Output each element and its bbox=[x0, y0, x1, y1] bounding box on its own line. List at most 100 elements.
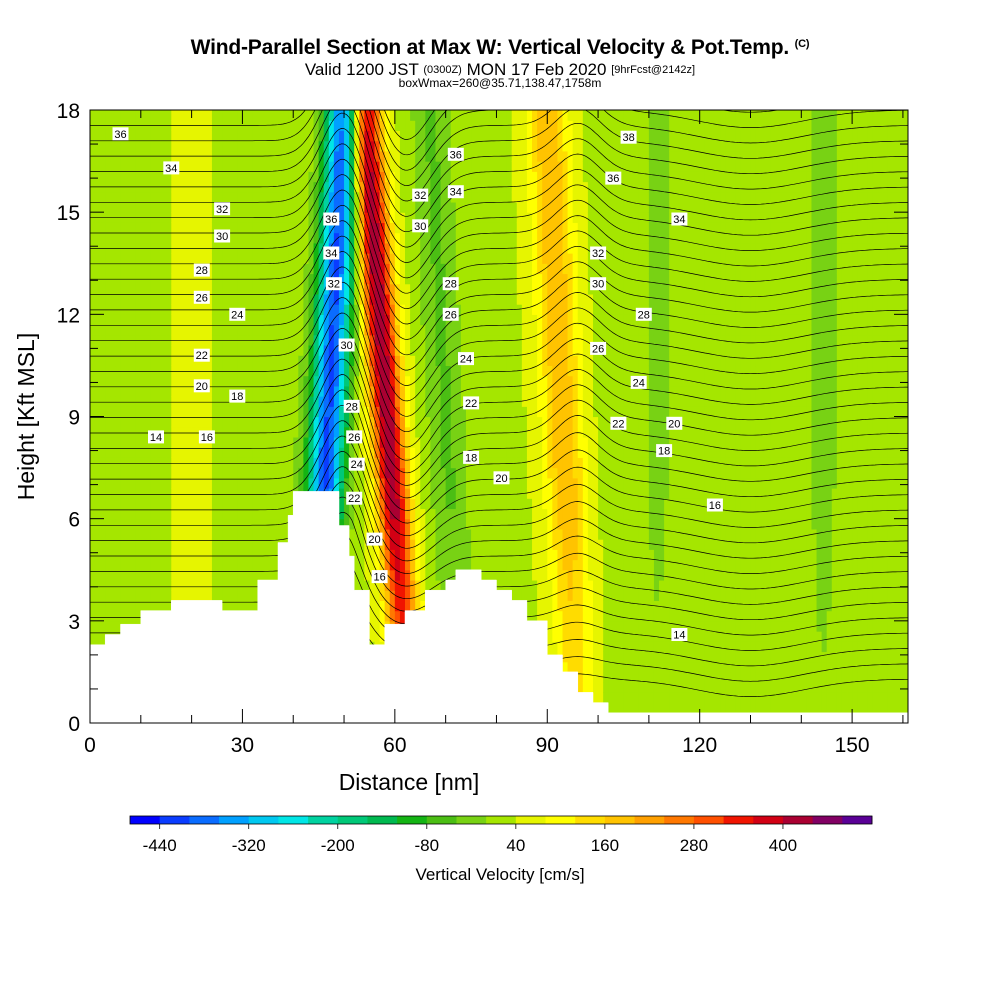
field-cell bbox=[237, 600, 244, 612]
field-cell bbox=[374, 232, 381, 244]
field-cell bbox=[344, 365, 350, 377]
field-cell bbox=[227, 518, 233, 530]
field-cell bbox=[201, 232, 208, 244]
field-cell bbox=[430, 447, 437, 458]
field-cell bbox=[272, 518, 279, 530]
field-cell bbox=[211, 375, 218, 387]
field-cell bbox=[288, 508, 294, 520]
field-cell bbox=[389, 191, 396, 203]
field-cell bbox=[491, 273, 498, 285]
field-cell bbox=[486, 477, 492, 489]
field-cell bbox=[217, 334, 223, 346]
field-cell bbox=[283, 375, 289, 387]
field-cell bbox=[186, 304, 193, 315]
field-cell bbox=[491, 110, 498, 121]
field-cell bbox=[181, 344, 188, 356]
field-cell bbox=[349, 314, 355, 326]
field-cell bbox=[440, 498, 447, 510]
field-cell bbox=[283, 498, 289, 510]
field-cell bbox=[120, 610, 127, 622]
field-cell bbox=[105, 559, 111, 571]
field-cell bbox=[379, 426, 386, 438]
field-cell bbox=[247, 191, 254, 203]
field-cell bbox=[308, 232, 315, 244]
field-cell bbox=[298, 110, 304, 121]
field-cell bbox=[364, 181, 371, 193]
field-cell bbox=[394, 518, 401, 530]
field-cell bbox=[176, 263, 183, 275]
field-cell bbox=[262, 365, 269, 377]
field-cell bbox=[227, 579, 233, 591]
field-cell bbox=[181, 590, 188, 601]
field-cell bbox=[359, 518, 365, 530]
field-cell bbox=[445, 508, 452, 520]
field-cell bbox=[171, 518, 177, 530]
field-cell bbox=[359, 232, 365, 244]
field-cell bbox=[410, 518, 416, 530]
field-cell bbox=[476, 253, 482, 264]
field-cell bbox=[242, 488, 249, 499]
field-cell bbox=[501, 375, 508, 387]
field-cell bbox=[374, 365, 381, 377]
field-cell bbox=[364, 406, 371, 418]
field-cell bbox=[344, 120, 350, 132]
field-cell bbox=[95, 324, 101, 336]
field-cell bbox=[90, 579, 96, 591]
field-cell bbox=[405, 232, 411, 244]
field-cell bbox=[262, 222, 269, 234]
field-cell bbox=[135, 590, 142, 601]
field-cell bbox=[486, 365, 492, 377]
field-cell bbox=[440, 150, 447, 162]
field-cell bbox=[430, 488, 437, 499]
field-cell bbox=[242, 161, 249, 172]
field-cell bbox=[501, 518, 508, 530]
field-cell bbox=[435, 263, 442, 275]
field-cell bbox=[471, 161, 477, 172]
field-cell bbox=[242, 171, 249, 183]
field-cell bbox=[150, 590, 157, 601]
field-cell bbox=[222, 110, 228, 121]
field-cell bbox=[415, 283, 421, 295]
field-cell bbox=[450, 396, 457, 407]
field-cell bbox=[405, 334, 411, 346]
field-cell bbox=[303, 161, 310, 172]
field-cell bbox=[120, 508, 127, 520]
field-cell bbox=[425, 110, 432, 121]
field-cell bbox=[364, 283, 371, 295]
field-cell bbox=[333, 406, 340, 418]
field-cell bbox=[328, 467, 335, 479]
field-cell bbox=[399, 212, 406, 223]
field-cell bbox=[227, 263, 233, 275]
field-cell bbox=[196, 110, 203, 121]
field-cell bbox=[191, 406, 198, 418]
field-cell bbox=[130, 222, 137, 234]
field-cell bbox=[455, 385, 462, 397]
field-cell bbox=[252, 191, 259, 203]
field-cell bbox=[450, 355, 457, 367]
field-cell bbox=[277, 477, 284, 489]
field-cell bbox=[445, 416, 452, 428]
field-cell bbox=[242, 253, 249, 264]
field-cell bbox=[272, 539, 279, 550]
field-cell bbox=[171, 293, 177, 305]
field-cell bbox=[252, 559, 259, 571]
field-cell bbox=[201, 304, 208, 315]
field-cell bbox=[237, 222, 244, 234]
field-cell bbox=[252, 140, 259, 152]
field-cell bbox=[145, 130, 152, 142]
field-cell bbox=[222, 600, 228, 612]
field-cell bbox=[359, 579, 365, 591]
field-cell bbox=[237, 436, 244, 448]
field-cell bbox=[399, 467, 406, 479]
field-cell bbox=[140, 201, 147, 213]
field-cell bbox=[349, 212, 355, 223]
field-cell bbox=[415, 263, 421, 275]
field-cell bbox=[145, 498, 152, 510]
field-cell bbox=[288, 365, 294, 377]
field-cell bbox=[415, 120, 421, 132]
field-cell bbox=[476, 559, 482, 571]
field-cell bbox=[384, 110, 391, 121]
field-cell bbox=[364, 426, 371, 438]
field-cell bbox=[460, 201, 467, 213]
field-cell bbox=[166, 191, 172, 203]
